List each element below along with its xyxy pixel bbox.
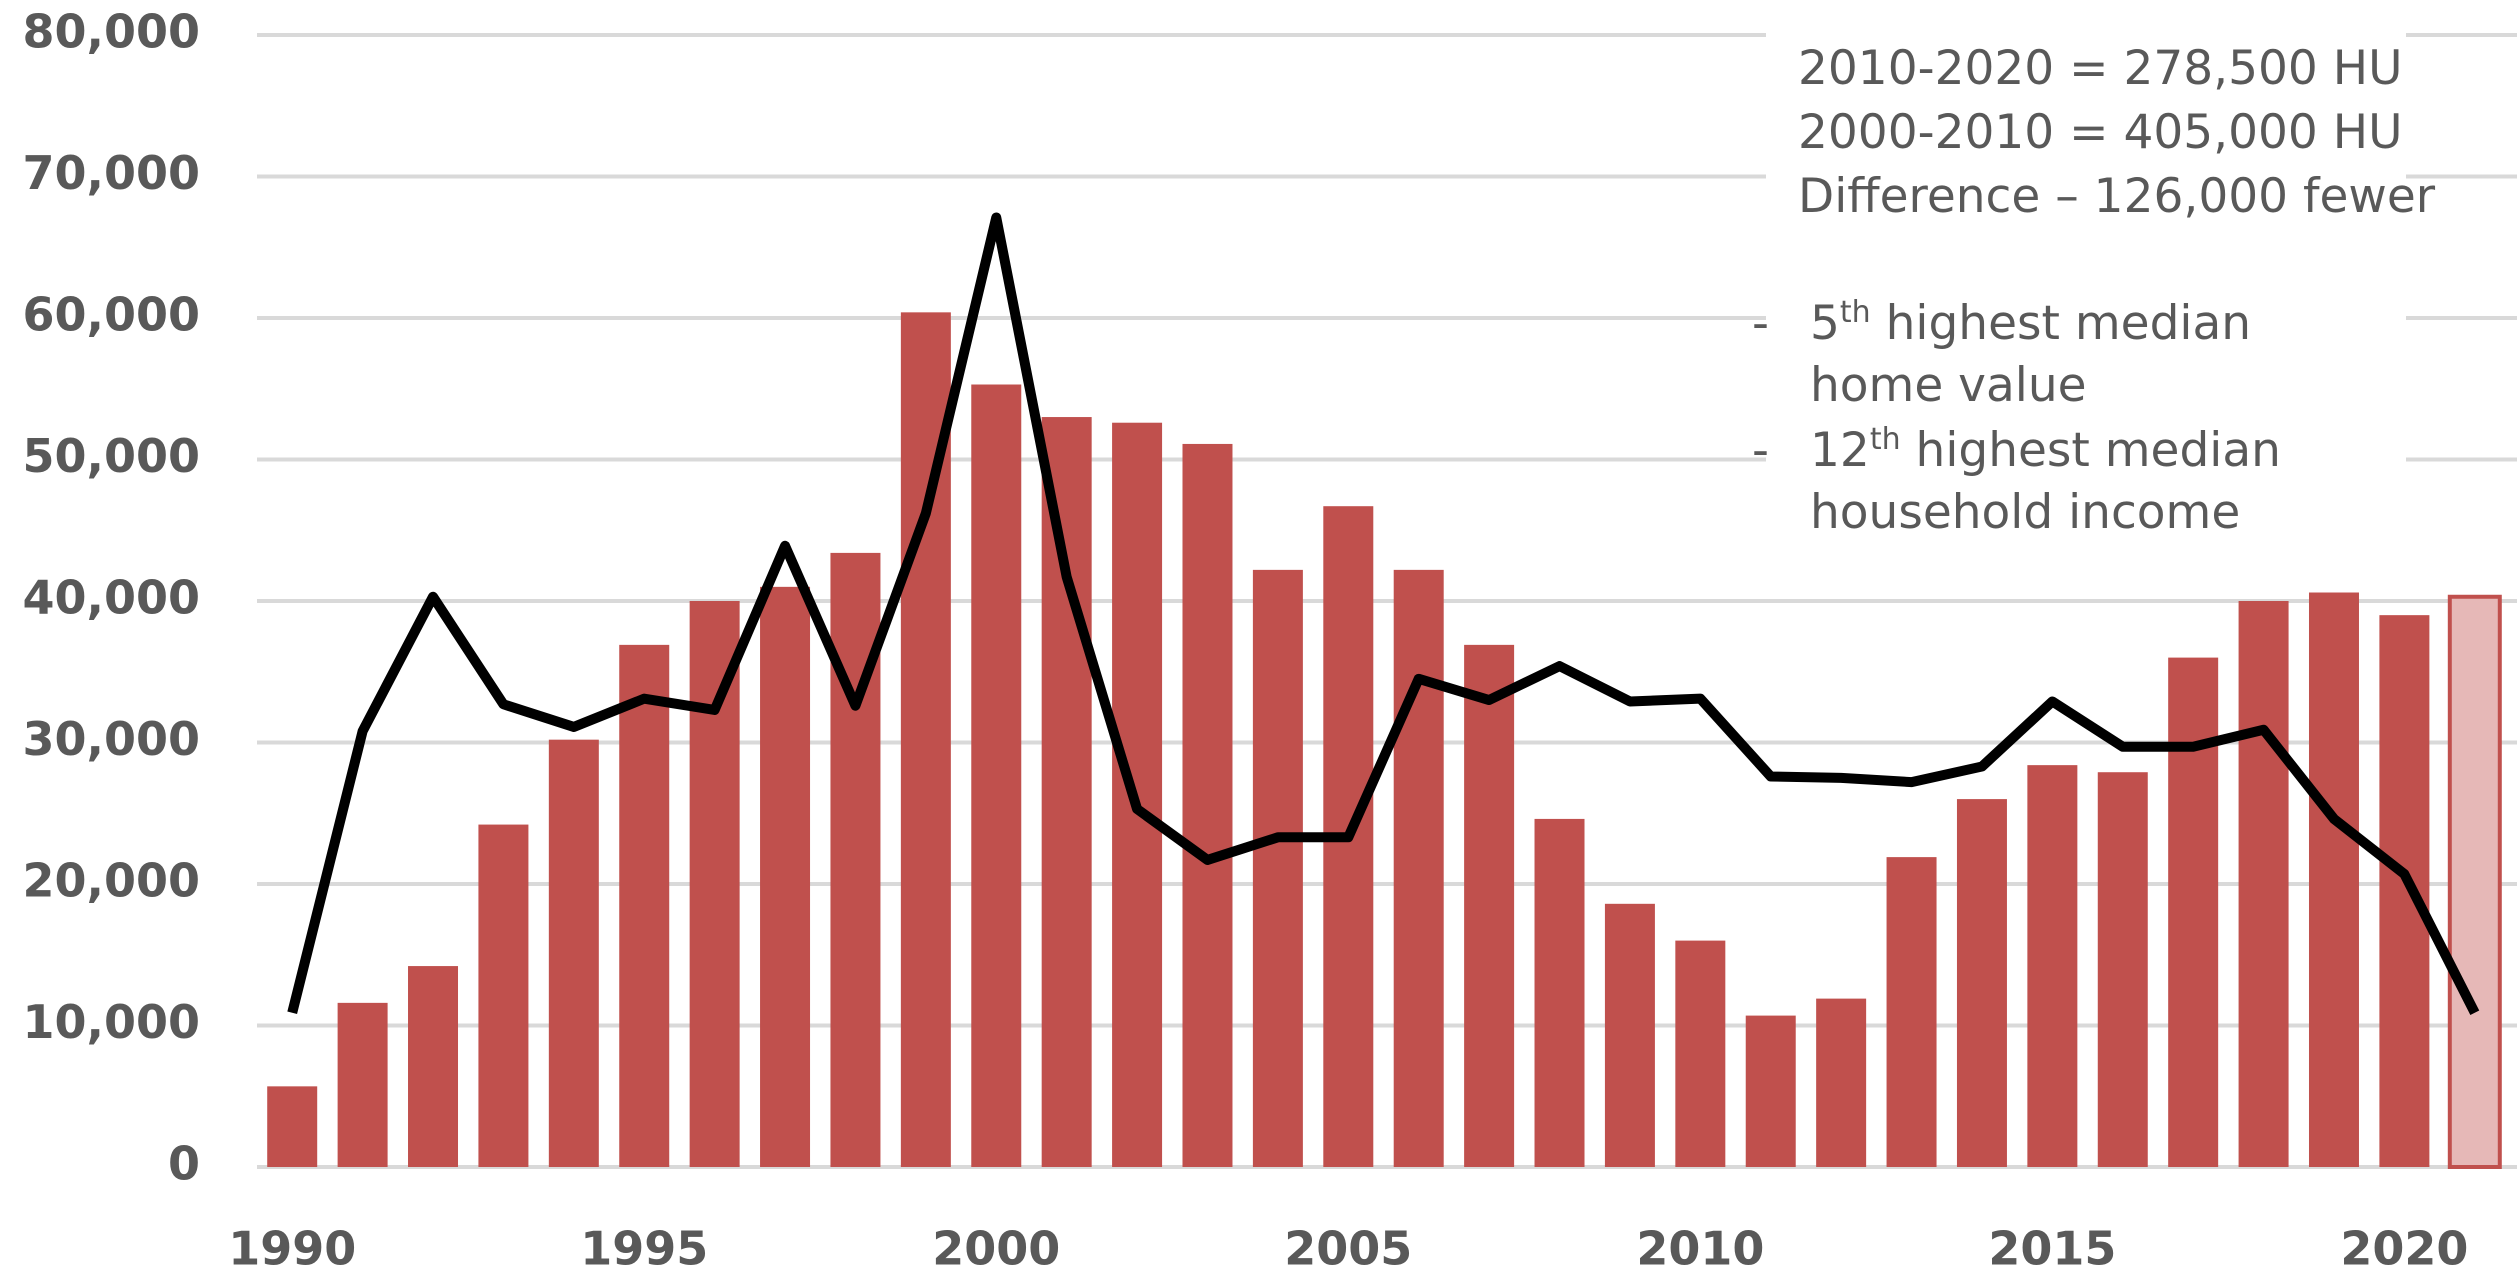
y-tick-label: 80,000 [22,5,200,59]
bullet-sup: th [1840,295,1871,330]
bullet-line: home value [1810,358,2087,413]
bullet-text: 12th highest median [1810,422,2281,479]
bar [1534,818,1585,1167]
x-tick-label: 1995 [580,1222,708,1276]
bar [1041,417,1092,1167]
bar [760,586,811,1167]
x-tick-label: 2020 [2340,1222,2468,1276]
bar [1675,940,1726,1167]
y-tick-label: 70,000 [22,146,200,200]
bullet-dash: - [1752,296,1769,351]
bar [689,601,740,1167]
annotation-box [1766,0,2406,545]
bar [1745,1015,1796,1167]
bar [971,384,1022,1167]
bullet-line: highest median [1901,423,2281,478]
bar [2379,615,2430,1167]
bullet-text: 5th highest median [1810,295,2251,352]
bar [1886,857,1937,1167]
bar [2447,594,2502,1169]
annotation: Difference – 126,000 fewer [1798,169,2436,224]
bullet-dash: - [1752,423,1769,478]
bar [408,966,459,1167]
x-tick-label: 1990 [228,1222,356,1276]
x-tick-label: 2000 [932,1222,1060,1276]
bar [619,644,670,1167]
bar [1816,998,1867,1167]
y-tick-label: 10,000 [22,995,200,1049]
bar [1182,443,1233,1167]
annotation: 2000-2010 = 405,000 HU [1798,105,2402,160]
bar [2168,657,2219,1167]
y-tick-label: 40,000 [22,571,200,625]
bar [2238,601,2289,1167]
bar [1604,903,1655,1167]
bar [2097,772,2148,1167]
bar [1956,799,2007,1167]
bar [2308,592,2359,1167]
bar [2027,765,2078,1167]
bullet-lead: 12 [1810,423,1870,478]
bar [337,1002,388,1167]
x-tick-label: 2015 [1988,1222,2116,1276]
bar [267,1086,318,1167]
bar [1252,569,1303,1167]
x-tick-label: 2010 [1636,1222,1764,1276]
bar [548,739,599,1167]
bar [1464,644,1515,1167]
bar [478,824,529,1167]
x-tick-label: 2005 [1284,1222,1412,1276]
bullet-sup: th [1870,422,1901,457]
annotation: 2010-2020 = 278,500 HU [1798,41,2402,96]
y-tick-label: 50,000 [22,429,200,483]
line [287,212,2480,1016]
y-tick-label: 60,000 [22,288,200,342]
bullet-line: household income [1810,485,2240,540]
bullet-line: highest median [1871,296,2251,351]
y-tick-label: 30,000 [22,712,200,766]
bar [1393,569,1444,1167]
y-tick-label: 20,000 [22,854,200,908]
y-tick-label: 0 [168,1137,200,1191]
bullet-lead: 5 [1810,296,1840,351]
